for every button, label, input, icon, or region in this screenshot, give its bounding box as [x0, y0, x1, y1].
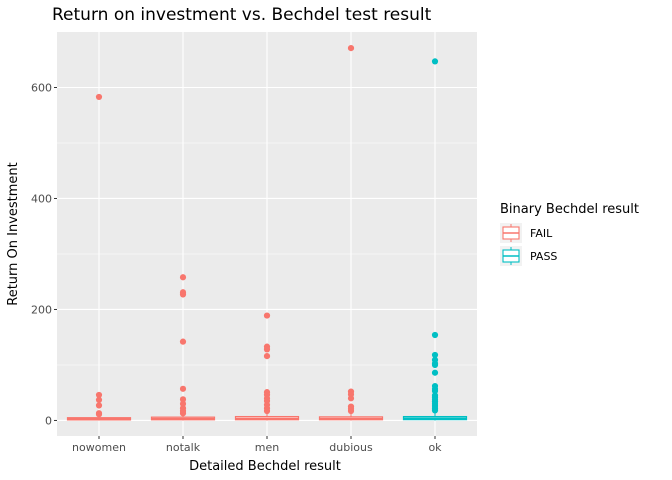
- outlier-point: [179, 274, 187, 281]
- chart-title: Return on investment vs. Bechdel test re…: [52, 5, 432, 25]
- legend-entry-pass: PASS: [500, 246, 557, 266]
- outlier-point: [431, 387, 439, 395]
- outlier-point: [347, 395, 355, 402]
- x-tick-label: dubious: [329, 441, 373, 454]
- outlier-point: [179, 400, 187, 407]
- legend-title: Binary Bechdel result: [500, 202, 639, 217]
- box-nowomen: [66, 93, 132, 421]
- box-men: [234, 312, 300, 421]
- outlier-point: [263, 312, 271, 319]
- y-axis: 0 200 400 600: [31, 81, 57, 427]
- y-tick-label: 200: [31, 303, 52, 316]
- outlier-point: [263, 407, 271, 415]
- outlier-point: [263, 346, 271, 353]
- outlier-point: [431, 361, 439, 369]
- outlier-point: [179, 291, 187, 298]
- outlier-point: [431, 351, 439, 359]
- outlier-point: [431, 58, 439, 65]
- outlier-point: [95, 396, 103, 404]
- outlier-point: [95, 93, 103, 101]
- legend: Binary Bechdel result FAIL PASS: [500, 202, 639, 266]
- outlier-point: [95, 391, 103, 399]
- x-tick-label: notalk: [166, 441, 201, 454]
- x-tick-label: men: [255, 441, 279, 454]
- x-tick-label: nowomen: [72, 441, 126, 454]
- box-dubious: [318, 44, 384, 421]
- y-tick-label: 600: [31, 81, 52, 94]
- outlier-point: [179, 338, 187, 345]
- outlier-point: [95, 402, 103, 409]
- x-tick-label: ok: [428, 441, 442, 454]
- outlier-point: [431, 331, 439, 339]
- x-axis-title: Detailed Bechdel result: [189, 459, 341, 474]
- legend-label: PASS: [530, 250, 557, 263]
- x-axis: nowomen notalk men dubious ok: [72, 436, 442, 454]
- box-notalk: [150, 274, 216, 421]
- boxes: [66, 44, 468, 421]
- y-tick-label: 0: [45, 414, 52, 427]
- legend-entries: FAIL PASS: [500, 223, 557, 266]
- y-tick-label: 400: [31, 192, 52, 205]
- legend-label: FAIL: [530, 227, 553, 240]
- y-axis-title: Return On Investment: [6, 162, 21, 306]
- outlier-point: [179, 410, 187, 417]
- box-ok: [402, 58, 468, 421]
- outlier-point: [431, 407, 439, 414]
- outlier-point: [347, 407, 355, 415]
- outlier-point: [347, 44, 355, 52]
- outlier-point: [263, 352, 271, 360]
- outlier-point: [95, 411, 103, 418]
- outlier-point: [179, 385, 187, 392]
- legend-entry-fail: FAIL: [500, 223, 553, 243]
- outlier-point: [431, 369, 439, 376]
- outlier-point: [179, 396, 187, 403]
